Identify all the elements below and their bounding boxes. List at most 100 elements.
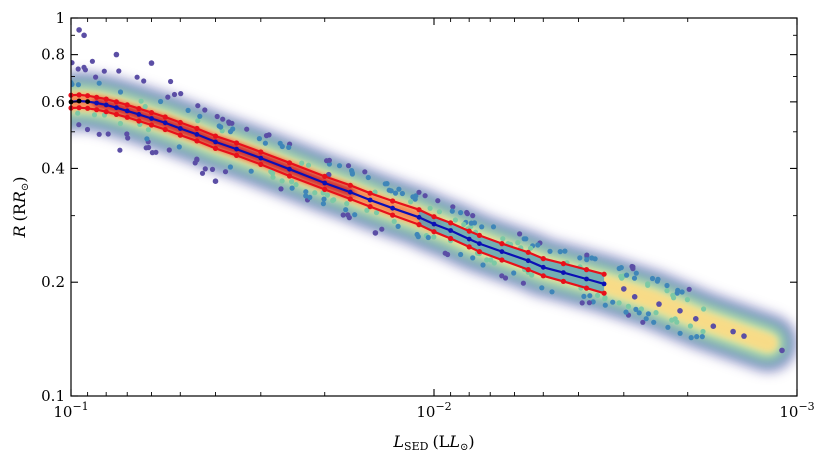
scatter-point	[176, 144, 182, 150]
median-point	[287, 166, 292, 172]
red-envelope-point	[322, 173, 328, 179]
scatter-point	[263, 133, 270, 139]
scatter-point	[415, 234, 421, 240]
scatter-point	[256, 136, 262, 142]
scatter-point	[286, 144, 292, 150]
scatter-point	[396, 186, 402, 192]
outlier-point	[730, 328, 736, 335]
scatter-point	[517, 231, 523, 237]
scatter-point	[594, 292, 601, 298]
red-envelope-point	[431, 214, 437, 220]
red-envelope-point	[136, 106, 142, 112]
outlier-points	[71, 27, 785, 354]
median-point	[194, 132, 200, 137]
red-envelope-point	[113, 99, 119, 105]
outlier-point	[656, 301, 662, 307]
red-envelope-point	[258, 161, 264, 167]
red-envelope-point	[162, 114, 168, 120]
scatter-point	[687, 323, 694, 329]
scatter-point	[631, 275, 638, 281]
red-envelope-point	[94, 94, 100, 100]
scatter-point	[470, 213, 476, 219]
scatter-point	[76, 122, 82, 128]
scatter-point	[117, 147, 123, 153]
median-point	[525, 258, 531, 264]
scatter-point	[289, 179, 295, 185]
scatter-point	[395, 223, 401, 229]
confidence-band	[419, 209, 605, 294]
scatter-point	[665, 324, 671, 330]
y-tick-label: 0.2	[41, 273, 65, 291]
scatter-point	[75, 110, 81, 116]
red-envelope-point	[390, 212, 396, 218]
scatter-point	[166, 147, 172, 153]
scatter-point	[664, 288, 670, 294]
scatter-point	[529, 272, 535, 278]
scatter-point	[244, 126, 250, 132]
scatter-point	[209, 166, 216, 172]
scatter-point	[577, 255, 583, 261]
y-axis-ticks: 0.1 0.2 0.4 0.6 0.8 1	[41, 9, 797, 405]
scatter-point	[303, 193, 309, 199]
scatter-point	[699, 334, 705, 340]
outlier-point	[81, 32, 87, 39]
scatter-point	[117, 120, 123, 127]
red-envelope-point	[431, 229, 437, 235]
red-envelope-point	[322, 186, 328, 192]
scatter-point	[138, 98, 144, 104]
red-envelope-point	[286, 173, 293, 179]
x-tick-label: 10−2	[416, 400, 451, 421]
red-envelope-point	[476, 232, 482, 238]
scatter-point	[195, 118, 201, 124]
scatter-point	[653, 310, 659, 316]
red-envelope-point	[499, 241, 505, 247]
scatter-point	[165, 94, 171, 100]
scatter-point	[218, 124, 224, 130]
red-envelope-point	[212, 145, 219, 151]
scatter-point	[149, 150, 155, 156]
scatter-point	[515, 240, 521, 246]
scatter-point	[343, 207, 349, 213]
scatter-point	[199, 170, 206, 176]
outlier-point	[621, 286, 627, 292]
y-tick-label: 1	[55, 9, 65, 27]
red-envelope-point	[258, 149, 264, 155]
outlier-point	[741, 333, 747, 339]
scatter-point	[345, 163, 352, 169]
scatter-point	[270, 174, 276, 180]
scatter-point	[197, 113, 203, 119]
scatter-point	[382, 181, 388, 187]
scatter-point	[320, 201, 326, 207]
x-axis-ticks: 10−1 10−2 10−3	[53, 18, 815, 421]
scatter-point	[435, 198, 441, 204]
scatter-point	[144, 136, 150, 142]
red-envelope-point	[85, 105, 91, 111]
scatter-point	[458, 251, 464, 258]
scatter-point	[587, 293, 593, 299]
red-envelope-point	[525, 249, 531, 255]
median-point	[177, 126, 183, 131]
scatter-point	[105, 131, 111, 137]
scatter-point	[81, 64, 87, 70]
median-point	[149, 116, 154, 121]
scatter-point	[675, 287, 681, 293]
red-envelope-point	[560, 261, 567, 267]
scatter-point	[330, 197, 336, 204]
median-point	[213, 139, 218, 145]
scatter-point	[391, 218, 397, 224]
scatter-point	[270, 170, 276, 176]
red-envelope-point	[162, 126, 168, 133]
scatter-point	[479, 224, 485, 230]
scatter-point	[700, 328, 706, 335]
scatter-point	[645, 282, 651, 288]
scatter-point	[340, 212, 346, 218]
scatter-point	[649, 275, 656, 282]
outlier-point	[779, 347, 785, 354]
median-point	[390, 205, 395, 211]
scatter-point	[202, 107, 208, 113]
scatter-point	[307, 194, 313, 200]
scatter-point	[547, 248, 553, 254]
red-envelope-point	[76, 105, 82, 111]
median-point	[477, 241, 482, 247]
